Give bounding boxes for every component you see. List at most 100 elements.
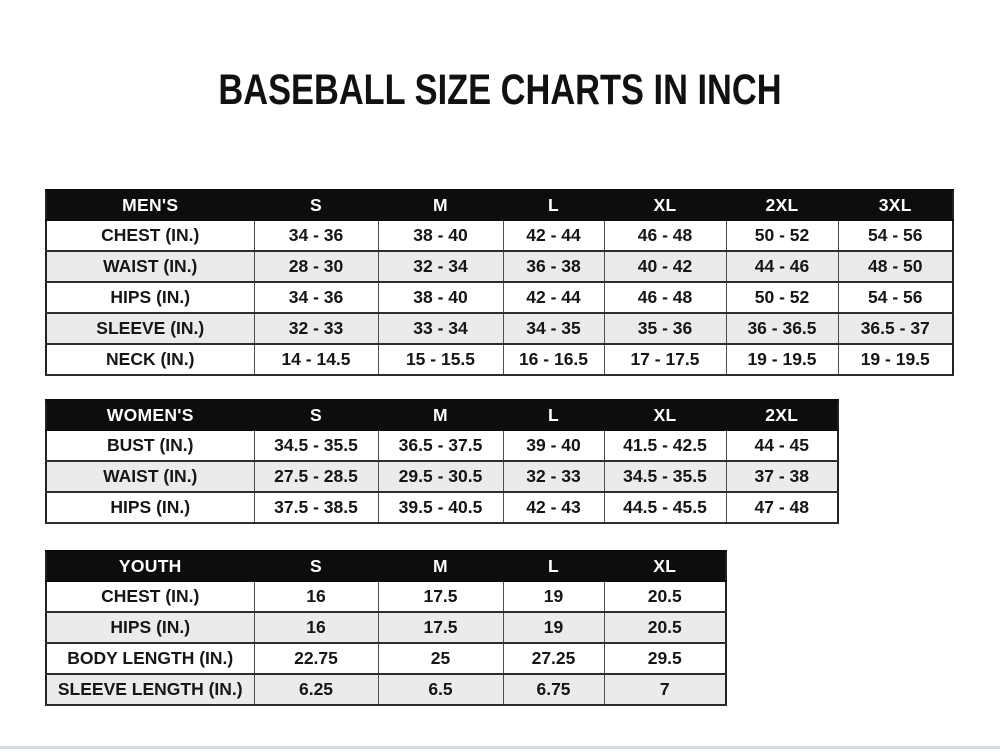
size-value-cell: 32 - 33 xyxy=(502,460,605,493)
size-value-cell: 54 - 56 xyxy=(837,219,954,252)
size-value-cell: 36 - 38 xyxy=(502,250,605,283)
womens-size-table: WOMEN'S S M L XL 2XL BUST (IN.) 34.5 - 35.5 36.5… xyxy=(45,399,839,524)
size-value-cell: 14 - 14.5 xyxy=(253,343,379,376)
header-row: YOUTH S M L XL xyxy=(45,550,727,582)
size-value-cell: 54 - 56 xyxy=(837,281,954,314)
size-value-cell: 32 - 33 xyxy=(253,312,379,345)
size-column-header: S xyxy=(253,189,379,221)
mens-size-table: MEN'S S M L XL 2XL 3XL CHEST (IN.) 34 - 36 38 - 4… xyxy=(45,189,954,376)
table-row: CHEST (IN.) 16 17.5 19 20.5 xyxy=(45,580,727,613)
size-value-cell: 42 - 44 xyxy=(502,281,605,314)
size-column-header: XL xyxy=(603,189,727,221)
size-value-cell: 42 - 43 xyxy=(502,491,605,524)
size-value-cell: 34 - 36 xyxy=(253,219,379,252)
size-value-cell: 19 xyxy=(502,611,605,644)
size-value-cell: 6.5 xyxy=(377,673,504,706)
size-value-cell: 34 - 35 xyxy=(502,312,605,345)
size-value-cell: 33 - 34 xyxy=(377,312,504,345)
title-wrap: BASEBALL SIZE CHARTS IN INCH xyxy=(0,66,1000,115)
size-value-cell: 29.5 xyxy=(603,642,727,675)
table-row: WAIST (IN.) 27.5 - 28.5 29.5 - 30.5 32 - 33… xyxy=(45,460,839,493)
table-title-cell: MEN'S xyxy=(45,189,255,221)
size-value-cell: 44 - 46 xyxy=(725,250,839,283)
size-value-cell: 27.5 - 28.5 xyxy=(253,460,379,493)
size-value-cell: 17.5 xyxy=(377,611,504,644)
size-value-cell: 44 - 45 xyxy=(725,429,839,462)
size-value-cell: 34.5 - 35.5 xyxy=(603,460,727,493)
header-row: MEN'S S M L XL 2XL 3XL xyxy=(45,189,954,221)
size-value-cell: 27.25 xyxy=(502,642,605,675)
size-value-cell: 17 - 17.5 xyxy=(603,343,727,376)
table-title-cell: WOMEN'S xyxy=(45,399,255,431)
size-column-header: L xyxy=(502,399,605,431)
size-column-header: M xyxy=(377,399,504,431)
row-label-cell: CHEST (IN.) xyxy=(45,580,255,613)
size-value-cell: 7 xyxy=(603,673,727,706)
row-label-cell: WAIST (IN.) xyxy=(45,250,255,283)
row-label-cell: CHEST (IN.) xyxy=(45,219,255,252)
size-value-cell: 16 xyxy=(253,580,379,613)
size-value-cell: 19 - 19.5 xyxy=(725,343,839,376)
size-value-cell: 42 - 44 xyxy=(502,219,605,252)
size-value-cell: 39.5 - 40.5 xyxy=(377,491,504,524)
row-label-cell: HIPS (IN.) xyxy=(45,611,255,644)
size-column-header: XL xyxy=(603,550,727,582)
row-label-cell: SLEEVE LENGTH (IN.) xyxy=(45,673,255,706)
size-value-cell: 16 xyxy=(253,611,379,644)
size-value-cell: 35 - 36 xyxy=(603,312,727,345)
size-value-cell: 36 - 36.5 xyxy=(725,312,839,345)
youth-size-table: YOUTH S M L XL CHEST (IN.) 16 17.5 19 20.5 HIPS (I… xyxy=(45,550,727,706)
size-column-header: S xyxy=(253,550,379,582)
size-value-cell: 15 - 15.5 xyxy=(377,343,504,376)
size-column-header: 2XL xyxy=(725,399,839,431)
size-column-header: M xyxy=(377,550,504,582)
header-row: WOMEN'S S M L XL 2XL xyxy=(45,399,839,431)
size-value-cell: 34 - 36 xyxy=(253,281,379,314)
scan-artifact-line xyxy=(0,746,1000,749)
size-value-cell: 25 xyxy=(377,642,504,675)
size-value-cell: 6.75 xyxy=(502,673,605,706)
size-value-cell: 19 - 19.5 xyxy=(837,343,954,376)
size-value-cell: 36.5 - 37 xyxy=(837,312,954,345)
size-value-cell: 37 - 38 xyxy=(725,460,839,493)
size-column-header: XL xyxy=(603,399,727,431)
size-value-cell: 36.5 - 37.5 xyxy=(377,429,504,462)
table-title-cell: YOUTH xyxy=(45,550,255,582)
row-label-cell: NECK (IN.) xyxy=(45,343,255,376)
table-row: SLEEVE LENGTH (IN.) 6.25 6.5 6.75 7 xyxy=(45,673,727,706)
size-value-cell: 38 - 40 xyxy=(377,219,504,252)
table-row: CHEST (IN.) 34 - 36 38 - 40 42 - 44 46 - 48 5… xyxy=(45,219,954,252)
table-row: HIPS (IN.) 16 17.5 19 20.5 xyxy=(45,611,727,644)
table-row: WAIST (IN.) 28 - 30 32 - 34 36 - 38 40 - 42 4… xyxy=(45,250,954,283)
size-value-cell: 22.75 xyxy=(253,642,379,675)
size-value-cell: 46 - 48 xyxy=(603,219,727,252)
size-value-cell: 50 - 52 xyxy=(725,219,839,252)
size-value-cell: 29.5 - 30.5 xyxy=(377,460,504,493)
size-value-cell: 47 - 48 xyxy=(725,491,839,524)
table-row: HIPS (IN.) 37.5 - 38.5 39.5 - 40.5 42 - 43 4… xyxy=(45,491,839,524)
table-row: SLEEVE (IN.) 32 - 33 33 - 34 34 - 35 35 - 36… xyxy=(45,312,954,345)
size-value-cell: 32 - 34 xyxy=(377,250,504,283)
size-value-cell: 28 - 30 xyxy=(253,250,379,283)
row-label-cell: HIPS (IN.) xyxy=(45,491,255,524)
size-column-header: S xyxy=(253,399,379,431)
size-value-cell: 46 - 48 xyxy=(603,281,727,314)
size-value-cell: 40 - 42 xyxy=(603,250,727,283)
size-value-cell: 19 xyxy=(502,580,605,613)
table-row: HIPS (IN.) 34 - 36 38 - 40 42 - 44 46 - 48 50… xyxy=(45,281,954,314)
size-value-cell: 34.5 - 35.5 xyxy=(253,429,379,462)
size-column-header: 3XL xyxy=(837,189,954,221)
page-title: BASEBALL SIZE CHARTS IN INCH xyxy=(218,66,782,114)
row-label-cell: BODY LENGTH (IN.) xyxy=(45,642,255,675)
size-value-cell: 6.25 xyxy=(253,673,379,706)
size-value-cell: 44.5 - 45.5 xyxy=(603,491,727,524)
size-value-cell: 17.5 xyxy=(377,580,504,613)
size-value-cell: 39 - 40 xyxy=(502,429,605,462)
size-value-cell: 48 - 50 xyxy=(837,250,954,283)
size-value-cell: 38 - 40 xyxy=(377,281,504,314)
size-value-cell: 37.5 - 38.5 xyxy=(253,491,379,524)
table-row: BUST (IN.) 34.5 - 35.5 36.5 - 37.5 39 - 40 4… xyxy=(45,429,839,462)
size-value-cell: 41.5 - 42.5 xyxy=(603,429,727,462)
size-value-cell: 20.5 xyxy=(603,580,727,613)
